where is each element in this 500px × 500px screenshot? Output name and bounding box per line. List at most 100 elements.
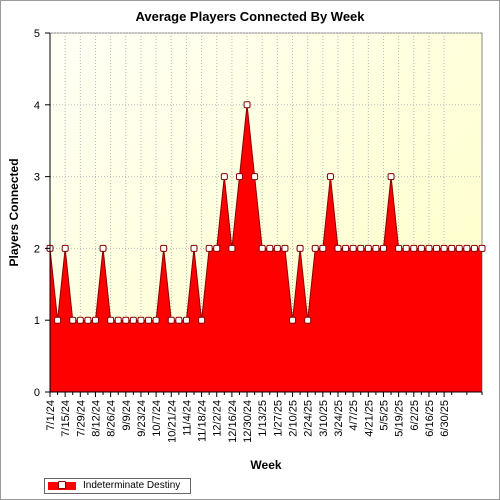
y-tick-label: 1 xyxy=(34,315,40,327)
y-axis-title: Players Connected xyxy=(7,158,21,266)
data-point xyxy=(463,244,471,252)
data-point xyxy=(251,173,259,181)
x-axis-title: Week xyxy=(250,458,281,472)
data-point xyxy=(395,244,403,252)
x-tick-label: 7/1/24 xyxy=(45,400,57,431)
data-point xyxy=(137,316,145,324)
data-point xyxy=(167,316,175,324)
y-tick-label: 0 xyxy=(34,387,40,399)
x-tick-label: 2/10/25 xyxy=(288,400,300,437)
x-tick-label: 1/27/25 xyxy=(272,400,284,437)
data-point xyxy=(175,316,183,324)
x-tick-label: 12/2/24 xyxy=(212,400,224,437)
data-point xyxy=(387,173,395,181)
data-point xyxy=(266,244,274,252)
data-point xyxy=(152,316,160,324)
data-point xyxy=(342,244,350,252)
x-tick-label: 6/2/25 xyxy=(409,400,421,431)
x-tick-label: 8/12/24 xyxy=(90,400,102,437)
x-tick-label: 9/9/24 xyxy=(121,400,133,431)
x-tick-label: 2/24/25 xyxy=(303,400,315,437)
y-tick-label: 4 xyxy=(34,100,40,112)
data-point xyxy=(114,316,122,324)
data-point xyxy=(326,173,334,181)
x-tick-label: 6/16/25 xyxy=(424,400,436,437)
data-point xyxy=(319,244,327,252)
x-tick-label: 10/7/24 xyxy=(151,400,163,437)
data-point xyxy=(357,244,365,252)
data-point xyxy=(220,173,228,181)
data-point xyxy=(205,244,213,252)
data-point xyxy=(61,244,69,252)
data-point xyxy=(213,244,221,252)
legend: Indeterminate Destiny xyxy=(44,478,191,494)
data-point xyxy=(478,244,486,252)
data-point xyxy=(235,173,243,181)
data-point xyxy=(122,316,130,324)
x-tick-label: 6/30/25 xyxy=(439,400,451,437)
data-point xyxy=(311,244,319,252)
data-point xyxy=(379,244,387,252)
data-point xyxy=(417,244,425,252)
data-point xyxy=(258,244,266,252)
x-tick-label: 4/7/25 xyxy=(348,400,360,431)
data-point xyxy=(145,316,153,324)
x-tick-label: 3/24/25 xyxy=(333,400,345,437)
x-tick-label: 9/23/24 xyxy=(136,400,148,437)
x-tick-label: 12/16/24 xyxy=(227,400,239,443)
data-point xyxy=(69,316,77,324)
x-tick-label: 4/21/25 xyxy=(363,400,375,437)
data-point xyxy=(84,316,92,324)
data-point xyxy=(190,244,198,252)
data-point xyxy=(243,101,251,109)
data-point xyxy=(76,316,84,324)
x-tick-label: 5/19/25 xyxy=(394,400,406,437)
series-markers xyxy=(46,101,486,324)
x-tick-label: 11/4/24 xyxy=(181,400,193,436)
x-tick-label: 3/10/25 xyxy=(318,400,330,437)
data-point xyxy=(228,244,236,252)
data-point xyxy=(410,244,418,252)
data-point xyxy=(99,244,107,252)
data-point xyxy=(440,244,448,252)
data-point xyxy=(198,316,206,324)
x-tick-label: 5/5/25 xyxy=(378,400,390,431)
data-point xyxy=(334,244,342,252)
legend-marker xyxy=(58,481,66,489)
data-point xyxy=(349,244,357,252)
data-point xyxy=(281,244,289,252)
data-point xyxy=(304,316,312,324)
axes: 0 1 2 3 4 5 7/1/24 7/15/24 7/29/24 8/12/24 8/26/24… xyxy=(34,28,483,443)
data-point xyxy=(129,316,137,324)
x-tick-label: 7/29/24 xyxy=(75,400,87,437)
data-point xyxy=(91,316,99,324)
data-point xyxy=(273,244,281,252)
data-point xyxy=(425,244,433,252)
series-line xyxy=(49,104,482,321)
data-point xyxy=(433,244,441,252)
y-tick-label: 3 xyxy=(34,172,40,184)
data-point xyxy=(402,244,410,252)
data-point xyxy=(470,244,478,252)
data-point xyxy=(296,244,304,252)
x-tick-label: 10/21/24 xyxy=(166,400,178,443)
x-tick-label: 1/13/25 xyxy=(257,400,269,437)
data-point xyxy=(160,244,168,252)
data-point xyxy=(455,244,463,252)
chart-title: Average Players Connected By Week xyxy=(135,9,365,24)
x-tick-label: 12/30/24 xyxy=(242,400,254,443)
y-tick-label: 2 xyxy=(34,243,40,255)
data-point xyxy=(448,244,456,252)
data-point xyxy=(364,244,372,252)
data-point xyxy=(54,316,62,324)
data-point xyxy=(289,316,297,324)
data-point xyxy=(182,316,190,324)
x-tick-label: 7/15/24 xyxy=(60,400,72,437)
data-point xyxy=(107,316,115,324)
data-point xyxy=(372,244,380,252)
legend-label: Indeterminate Destiny xyxy=(83,480,181,491)
x-tick-label: 11/18/24 xyxy=(197,400,209,442)
y-tick-label: 5 xyxy=(34,28,40,40)
x-tick-label: 8/26/24 xyxy=(106,400,118,437)
